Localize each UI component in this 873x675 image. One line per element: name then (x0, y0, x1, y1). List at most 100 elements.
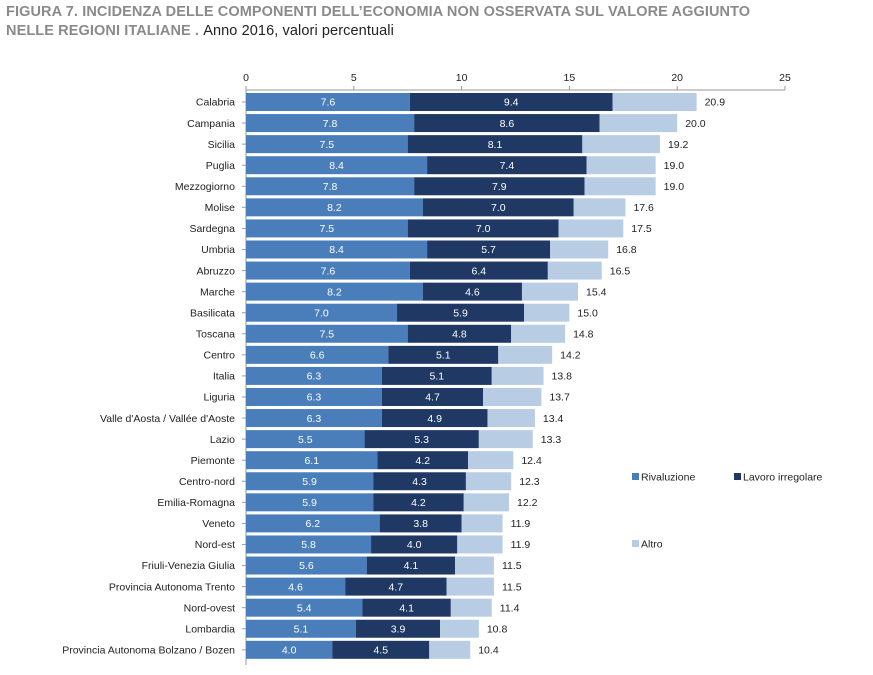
bar-segment (547, 261, 602, 280)
bar-segment (373, 493, 464, 512)
legend-swatch (632, 473, 639, 480)
category-label: Liguria (203, 392, 235, 404)
bar-segment (396, 303, 525, 322)
data-label: 6.3 (307, 413, 322, 425)
data-label: 5.3 (414, 434, 429, 446)
bar-segment (364, 430, 479, 449)
data-label: 4.0 (282, 645, 297, 657)
category-label: Centro-nord (179, 476, 235, 488)
bar-segment (246, 598, 363, 617)
data-label: 7.0 (314, 307, 329, 319)
data-label: 3.9 (391, 623, 406, 635)
bar-segment (246, 556, 367, 575)
category-label: Lazio (210, 434, 235, 446)
data-label: 6.3 (307, 371, 322, 383)
bar-segment (246, 451, 378, 470)
data-label: 8.4 (329, 160, 344, 172)
bar-segment (246, 535, 372, 554)
data-label: 8.6 (500, 118, 515, 130)
legend-label: Lavoro irregolare (743, 472, 823, 484)
bar-segment (407, 324, 512, 343)
category-label: Marche (200, 286, 235, 298)
bar-segment (345, 577, 447, 596)
bar-segment (422, 198, 574, 217)
data-label: 4.1 (404, 560, 419, 572)
bar-segment (582, 135, 660, 154)
total-label: 16.5 (610, 265, 631, 277)
bar-segment (414, 114, 600, 133)
data-label: 5.1 (430, 371, 445, 383)
category-label: Toscana (196, 328, 235, 340)
data-label: 7.8 (323, 118, 338, 130)
bar-segment (246, 493, 374, 512)
category-label: Calabria (196, 97, 235, 109)
bar-segment (409, 93, 613, 111)
bar-segment (373, 472, 466, 491)
chart-subtitle: Anno 2016, valori percentuali (203, 23, 394, 39)
bar-segment (381, 387, 484, 406)
bar-segment (465, 472, 512, 491)
bar-segment (246, 472, 374, 491)
bar-segment (427, 156, 587, 175)
data-label: 4.8 (452, 328, 467, 340)
legend-swatch (734, 473, 741, 480)
bar-segment (521, 282, 579, 301)
data-label: 5.4 (297, 602, 312, 614)
legend-swatch (632, 540, 639, 547)
legend-label: Rivaluzione (641, 472, 695, 484)
total-label: 14.2 (560, 350, 581, 362)
total-label: 12.2 (517, 497, 538, 509)
category-label: Provincia Autonoma Bolzano / Bozen (62, 645, 235, 657)
total-label: 15.0 (577, 307, 598, 319)
data-label: 6.1 (304, 455, 319, 467)
bar-segment (599, 114, 678, 133)
data-label: 5.9 (302, 476, 317, 488)
data-label: 4.2 (415, 455, 430, 467)
bar-segment (246, 409, 382, 428)
data-label: 8.2 (327, 286, 342, 298)
category-label: Sardegna (189, 223, 235, 235)
title-line-2-wrap: NELLE REGIONI ITALIANE . Anno 2016, valo… (6, 22, 873, 41)
total-label: 13.4 (543, 413, 564, 425)
total-label: 17.5 (631, 223, 652, 235)
data-label: 7.8 (323, 181, 338, 193)
bar-segment (409, 261, 548, 280)
data-label: 7.6 (321, 97, 336, 109)
bar-segment (246, 156, 428, 175)
bar-segment (246, 240, 428, 259)
bar-segment (511, 324, 566, 343)
category-label: Molise (205, 202, 236, 214)
category-label: Sicilia (208, 139, 236, 151)
bar-segment (407, 219, 559, 238)
category-label: Lombardia (185, 623, 235, 635)
data-label: 7.5 (320, 139, 335, 151)
bar-segment (468, 451, 514, 470)
data-label: 5.5 (298, 434, 313, 446)
bar-segment (246, 345, 389, 364)
data-label: 3.8 (413, 518, 428, 530)
bar-segment (381, 366, 492, 385)
bar-segment (246, 640, 333, 659)
bar-segment (246, 430, 365, 449)
bar-segment (366, 556, 456, 575)
total-label: 20.0 (685, 118, 706, 130)
data-label: 4.1 (399, 602, 414, 614)
bar-segment (246, 303, 397, 322)
bar-segment (573, 198, 626, 217)
category-label: Emilia-Romagna (157, 497, 235, 509)
total-label: 19.2 (668, 139, 689, 151)
category-label: Umbria (201, 244, 235, 256)
bar-segment (612, 93, 697, 111)
x-tick-label: 5 (351, 72, 357, 84)
data-label: 8.1 (488, 139, 503, 151)
total-label: 20.9 (705, 97, 726, 109)
data-label: 7.0 (476, 223, 491, 235)
data-label: 5.8 (301, 539, 316, 551)
bar-segment (461, 514, 503, 533)
bar-segment (414, 177, 585, 196)
total-label: 11.5 (502, 581, 522, 593)
bar-segment (355, 619, 441, 638)
total-label: 19.0 (664, 181, 685, 193)
data-label: 4.5 (373, 645, 388, 657)
